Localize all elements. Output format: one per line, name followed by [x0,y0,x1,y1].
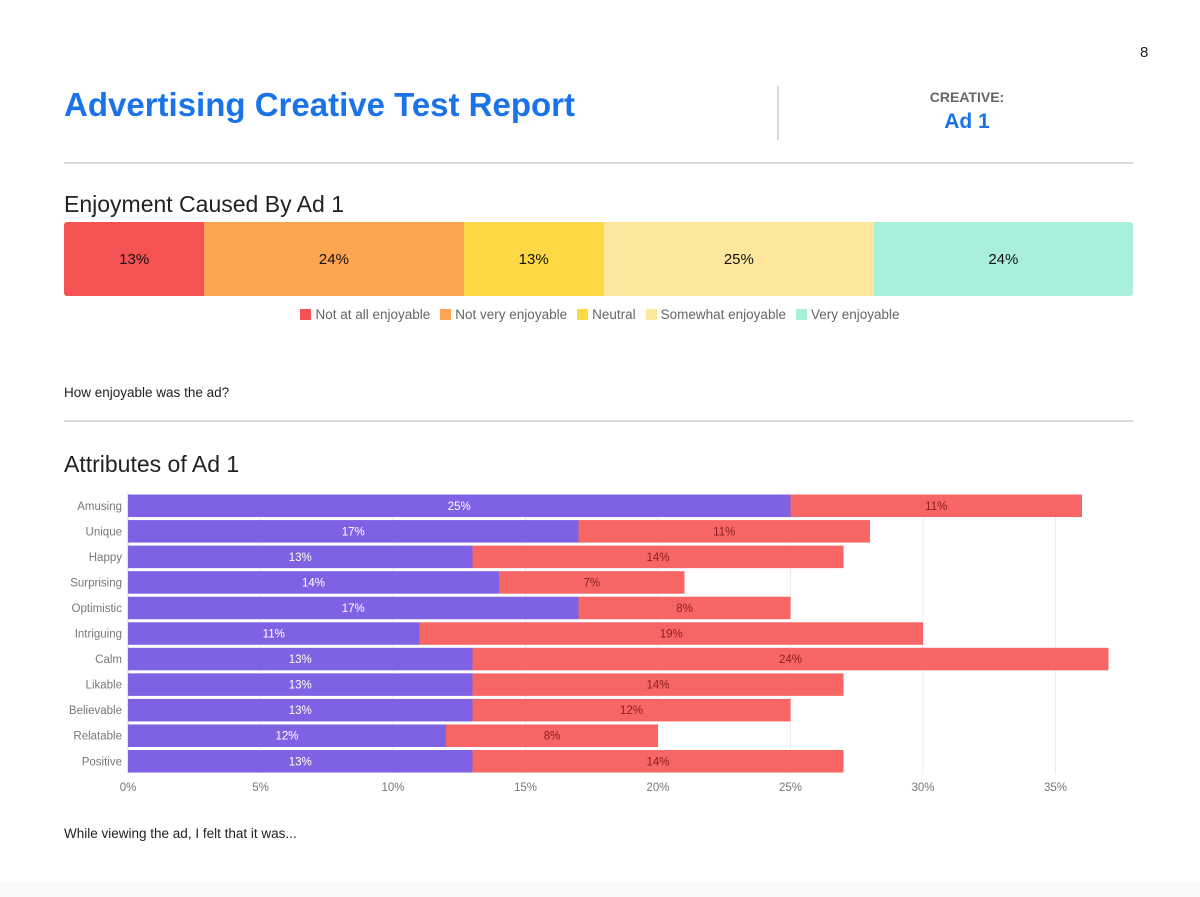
data-label: 13% [289,756,312,768]
legend-label: Not very enjoyable [455,307,568,322]
bar-segment-secondary [472,698,791,722]
data-label: 19% [660,629,683,641]
data-label: 11% [925,501,947,513]
y-tick-label: Unique [86,526,122,538]
enjoyment-segment: 25% [603,222,874,296]
y-tick-label: Surprising [70,577,122,589]
legend-label: Neutral [592,307,636,322]
bar-segment-secondary [472,673,844,696]
legend-label: Not at all enjoyable [315,307,431,322]
y-tick-label: Intriguing [75,629,122,641]
data-label: 11% [263,629,285,641]
data-label: 13% [289,705,312,717]
attributes-question: While viewing the ad, I felt that it was… [64,826,297,841]
x-tick-label: 15% [514,782,537,794]
data-label: 14% [646,680,669,692]
bar-segment-primary [128,622,420,645]
enjoyment-bar: 13% 24% 13% 25% 24% [64,222,1133,296]
bar-segment-primary [128,647,473,671]
data-label: 14% [646,756,669,768]
enjoyment-question: How enjoyable was the ad? [64,385,230,400]
bar-segment-secondary [472,647,1109,671]
footer-band [0,882,1200,897]
x-tick-label: 20% [646,782,669,794]
x-tick-label: 10% [381,782,404,794]
enjoyment-segment: 24% [873,222,1133,296]
legend-item: Very enjoyable [795,307,900,322]
enjoyment-segment: 13% [463,222,604,296]
data-label: 24% [779,654,802,666]
header-divider [777,86,779,140]
legend-swatch [300,309,312,320]
bar-segment-secondary [578,520,870,543]
bar-segment-primary [128,673,473,696]
bar-segment-secondary [446,724,658,747]
enjoyment-segment: 24% [204,222,464,296]
y-tick-label: Relatable [73,731,122,743]
enjoyment-legend: Not at all enjoyable Not very enjoyable Ne… [0,307,1200,322]
attributes-chart: 0% 5% 10% 15% 20% 25% 30% 35% Amusing 25% 11% Uniqu… [69,493,1109,794]
bar-segment-primary [128,571,499,594]
enjoyment-title: Enjoyment Caused By Ad 1 [64,191,344,217]
bar-segment-secondary [472,750,844,773]
bar-segment-primary [128,750,473,773]
legend-swatch [577,309,589,320]
y-tick-label: Amusing [77,501,122,513]
data-label: 13% [289,680,312,692]
data-label: 17% [342,526,365,538]
data-label: 14% [646,552,669,564]
bar-segment-primary [128,494,791,518]
y-tick-label: Optimistic [72,603,123,615]
data-label: 14% [302,577,325,589]
data-label: 7% [583,577,600,589]
x-tick-label: 30% [911,782,934,794]
bar-segment-secondary [499,571,685,594]
legend-item: Not at all enjoyable [300,307,430,322]
y-tick-label: Believable [69,705,122,717]
section-divider [64,420,1133,422]
creative-value: Ad 1 [944,110,990,133]
data-label: 17% [342,603,365,615]
bar-segment-primary [128,724,446,747]
data-label: 25% [448,501,471,513]
legend-swatch [795,309,807,320]
page-title: Advertising Creative Test Report [64,86,576,123]
data-label: 12% [620,705,643,717]
creative-label: CREATIVE: [929,89,1005,105]
legend-item: Neutral [577,307,636,322]
y-tick-label: Calm [95,654,122,666]
y-tick-label: Positive [82,756,122,768]
bar-segment-secondary [578,596,791,620]
data-label: 8% [544,731,561,743]
legend-swatch [440,309,452,320]
bar-segment-primary [128,545,473,569]
bar-segment-secondary [790,494,1082,518]
data-label: 8% [676,603,693,615]
legend-swatch [645,309,657,320]
x-tick-label: 5% [252,782,269,794]
x-tick-label: 25% [779,782,802,794]
section-divider [64,162,1133,164]
bar-segment-secondary [472,545,844,569]
bar-segment-primary [128,596,579,620]
data-label: 13% [289,654,312,666]
y-tick-label: Happy [89,552,122,564]
data-label: 13% [289,552,312,564]
legend-item: Somewhat enjoyable [645,307,786,322]
attributes-title: Attributes of Ad 1 [64,451,240,477]
legend-label: Very enjoyable [810,307,900,322]
legend-item: Not very enjoyable [440,307,567,322]
legend-label: Somewhat enjoyable [660,307,786,322]
bar-segment-primary [128,520,579,543]
data-label: 11% [713,526,735,538]
bar-segment-primary [128,698,473,722]
x-tick-label: 35% [1044,782,1067,794]
page-number: 8 [1140,44,1149,61]
y-tick-label: Likable [86,680,122,692]
enjoyment-segment: 13% [64,222,205,296]
bar-segment-secondary [419,622,923,645]
data-label: 12% [275,731,298,743]
x-tick-label: 0% [120,782,137,794]
